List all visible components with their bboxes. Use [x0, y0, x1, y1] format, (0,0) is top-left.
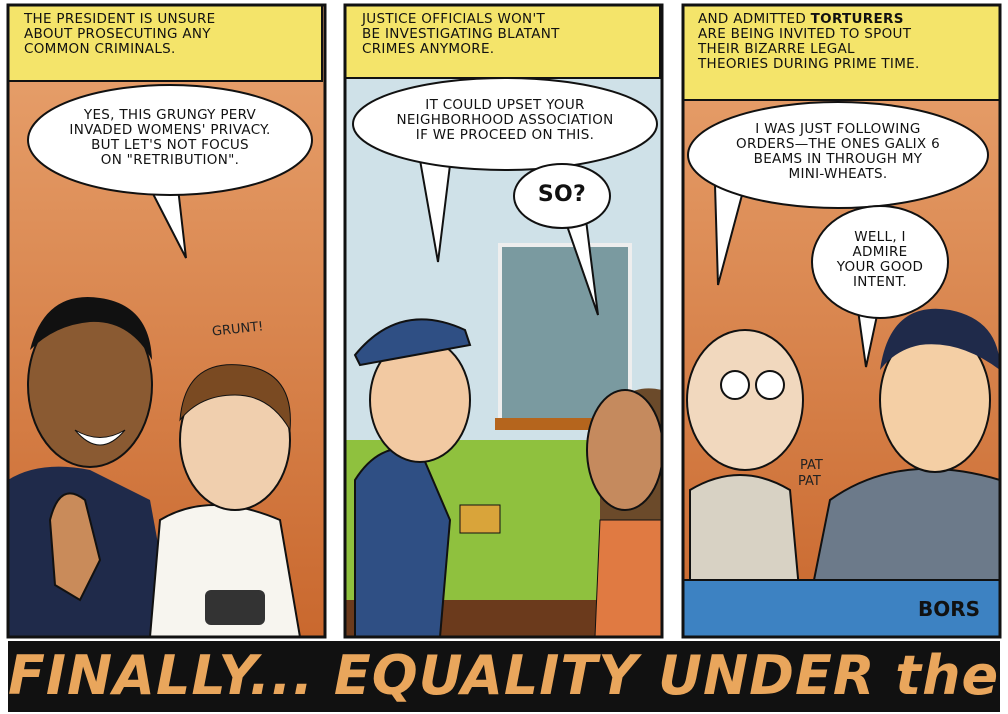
caption-line: CRIMES ANYMORE. [362, 42, 560, 57]
balloon-line: ADMIRE [830, 245, 930, 260]
caption-text: AND ADMITTED [698, 11, 806, 27]
panel-3-art [683, 5, 1000, 637]
balloon-line: IT COULD UPSET YOUR [370, 98, 640, 113]
bald-head [687, 330, 803, 470]
balloon-line: YES, THIS GRUNGY PERV [40, 108, 300, 123]
balloon-line: NEIGHBORHOOD ASSOCIATION [370, 113, 640, 128]
balloon-line: I WAS JUST FOLLOWING [708, 122, 968, 137]
balloon-line: WELL, I [830, 230, 930, 245]
caption: THE PRESIDENT IS UNSURE ABOUT PROSECUTIN… [24, 12, 215, 57]
strip-title: FINALLY... EQUALITY UNDER the LAW! [8, 640, 1000, 712]
speech-balloon-text: I WAS JUST FOLLOWING ORDERS—THE ONES GAL… [708, 122, 968, 182]
balloon-line: BEAMS IN THROUGH MY [708, 152, 968, 167]
signature: BORS [918, 597, 980, 621]
balloon-line: BUT LET'S NOT FOCUS [40, 138, 300, 153]
caption-line: COMMON CRIMINALS. [24, 42, 215, 57]
caption: AND ADMITTED TORTURERS ARE BEING INVITED… [698, 12, 920, 72]
balloon-line: IF WE PROCEED ON THIS. [370, 128, 640, 143]
caption-line: THEIR BIZARRE LEGAL [698, 42, 920, 57]
speech-balloon-text: IT COULD UPSET YOUR NEIGHBORHOOD ASSOCIA… [370, 98, 640, 143]
sound-effect: PAT [798, 474, 821, 489]
speech-balloon-text: WELL, I ADMIRE YOUR GOOD INTENT. [830, 230, 930, 290]
eye [756, 371, 784, 399]
caption: JUSTICE OFFICIALS WON'T BE INVESTIGATING… [362, 12, 560, 57]
balloon-line: INVADED WOMENS' PRIVACY. [40, 123, 300, 138]
caption-line: THEORIES DURING PRIME TIME. [698, 57, 920, 72]
caption-emphasis: TORTURERS [811, 11, 904, 27]
balloon-line: MINI-WHEATS. [708, 167, 968, 182]
panel-1-art [8, 5, 325, 637]
speech-balloon-text: SO? [522, 182, 602, 208]
caption-line: ARE BEING INVITED TO SPOUT [698, 27, 920, 42]
balloon-line: YOUR GOOD [830, 260, 930, 275]
sound-effect: PAT [800, 458, 823, 473]
notepad [460, 505, 500, 533]
comic-strip: THE PRESIDENT IS UNSURE ABOUT PROSECUTIN… [0, 0, 1008, 714]
caption-line: ABOUT PROSECUTING ANY [24, 27, 215, 42]
head [587, 390, 663, 510]
caption-line: JUSTICE OFFICIALS WON'T [362, 12, 560, 27]
speech-balloon-text: YES, THIS GRUNGY PERV INVADED WOMENS' PR… [40, 108, 300, 168]
balloon-line: ON "RETRIBUTION". [40, 153, 300, 168]
caption-line: BE INVESTIGATING BLATANT [362, 27, 560, 42]
binoculars [205, 590, 265, 625]
balloon-line: INTENT. [830, 275, 930, 290]
eye [721, 371, 749, 399]
shirt [595, 520, 662, 637]
balloon-line: SO? [522, 182, 602, 208]
caption-line: AND ADMITTED TORTURERS [698, 12, 920, 27]
balloon-line: ORDERS—THE ONES GALIX 6 [708, 137, 968, 152]
caption-line: THE PRESIDENT IS UNSURE [24, 12, 215, 27]
